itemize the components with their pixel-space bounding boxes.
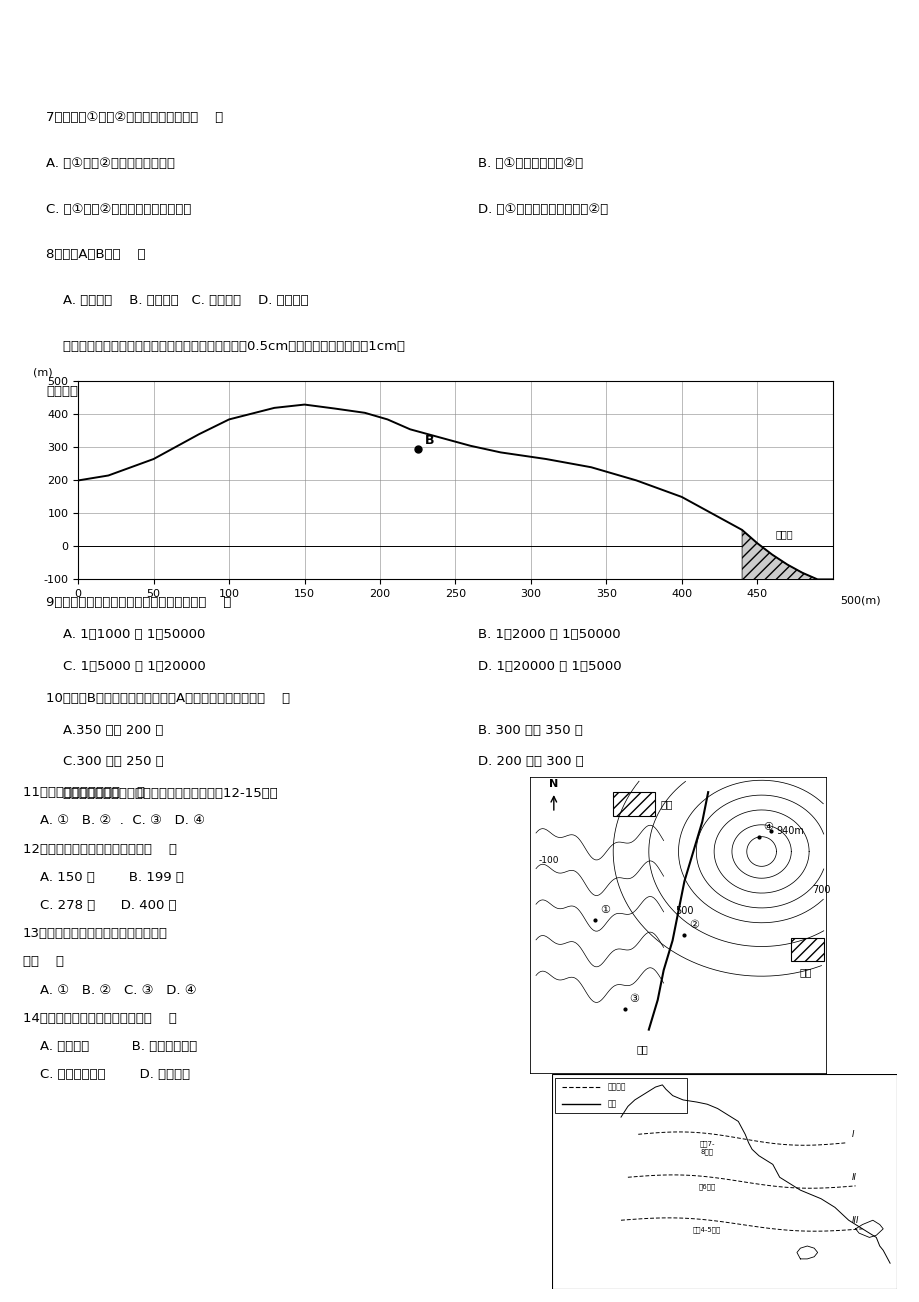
Text: 500(m): 500(m) xyxy=(839,595,879,605)
Text: 水准面: 水准面 xyxy=(775,529,792,539)
Text: II: II xyxy=(851,1173,857,1182)
Text: （剠4-5月）: （剠4-5月） xyxy=(692,1226,720,1233)
Text: N: N xyxy=(549,779,558,789)
Text: C. 278 米      D. 400 米: C. 278 米 D. 400 米 xyxy=(23,898,176,911)
Text: D. 图①表示的地区范围比图②大: D. 图①表示的地区范围比图②大 xyxy=(478,203,608,216)
Text: A. 1：1000 和 1：50000: A. 1：1000 和 1：50000 xyxy=(46,628,205,641)
Text: C.300 米和 250 米: C.300 米和 250 米 xyxy=(46,755,164,768)
Text: 12、图中陡崖的相对高度可能是（    ）: 12、图中陡崖的相对高度可能是（ ） xyxy=(23,842,176,855)
Text: A. 图①和图②的比例尺是相同的: A. 图①和图②的比例尺是相同的 xyxy=(46,156,175,169)
Text: 11、图中坡度较陡的为（    ）: 11、图中坡度较陡的为（ ） xyxy=(23,786,145,799)
Text: 锋线: 锋线 xyxy=(607,1100,616,1109)
Text: 甲村: 甲村 xyxy=(660,799,673,809)
Text: 10、图中B点的绝对高度和相对于A点的相对高度分别是（    ）: 10、图中B点的绝对高度和相对于A点的相对高度分别是（ ） xyxy=(46,691,289,704)
Text: 河流: 河流 xyxy=(636,1044,648,1055)
Text: 14、图中河流下游河段的流向为（    ）: 14、图中河流下游河段的流向为（ ） xyxy=(23,1012,176,1025)
Text: A. 150 米        B. 199 米: A. 150 米 B. 199 米 xyxy=(23,871,184,884)
Text: 是（    ）: 是（ ） xyxy=(23,956,64,969)
Text: I: I xyxy=(851,1130,854,1139)
Text: B. 300 米和 350 米: B. 300 米和 350 米 xyxy=(478,724,583,737)
Text: 9、图中的垂直比例尺和水平比例尺分别是（    ）: 9、图中的垂直比例尺和水平比例尺分别是（ ） xyxy=(46,596,231,609)
Text: D. 200 米和 300 米: D. 200 米和 300 米 xyxy=(478,755,584,768)
Text: C. 自西南向东北        D. 自南向北: C. 自西南向东北 D. 自南向北 xyxy=(23,1068,190,1081)
Text: 500: 500 xyxy=(675,906,693,915)
Text: 940m: 940m xyxy=(776,825,803,836)
Text: D. 1：20000 和 1：5000: D. 1：20000 和 1：5000 xyxy=(478,660,621,673)
Text: B. 1：2000 和 1：50000: B. 1：2000 和 1：50000 xyxy=(478,628,620,641)
Bar xyxy=(790,937,823,961)
Text: A.350 米和 200 米: A.350 米和 200 米 xyxy=(46,724,164,737)
Bar xyxy=(613,792,654,816)
Text: （6月）: （6月） xyxy=(698,1184,715,1190)
Text: 8、图中A在B的（    ）: 8、图中A在B的（ ） xyxy=(46,249,145,262)
Text: （剠7-
8月）: （剠7- 8月） xyxy=(698,1141,714,1155)
Text: 700: 700 xyxy=(811,885,830,894)
Text: B. 图①的比例尺比图②大: B. 图①的比例尺比图②大 xyxy=(478,156,583,169)
Text: -100: -100 xyxy=(539,855,559,865)
Text: 雨带范围: 雨带范围 xyxy=(607,1082,625,1091)
Text: 读右边某地等高线示意图（单位：米），回等12-15题。: 读右边某地等高线示意图（单位：米），回等12-15题。 xyxy=(46,788,278,801)
Text: B: B xyxy=(425,434,435,447)
Text: ④: ④ xyxy=(762,822,772,832)
Text: ②: ② xyxy=(688,921,698,930)
Text: (m): (m) xyxy=(33,367,52,378)
Text: C. 1：5000 和 1：20000: C. 1：5000 和 1：20000 xyxy=(46,660,206,673)
Text: 7、关于图①和图②的说法，正确的是（    ）: 7、关于图①和图②的说法，正确的是（ ） xyxy=(46,111,223,124)
Bar xyxy=(555,1078,686,1113)
Text: III: III xyxy=(851,1216,858,1225)
Polygon shape xyxy=(742,530,832,579)
Text: C. 图①和图②表示的地区范围一样大: C. 图①和图②表示的地区范围一样大 xyxy=(46,203,191,216)
Text: A: A xyxy=(771,569,780,579)
Text: A. ①   B. ②  .  C. ③   D. ④: A. ① B. ② . C. ③ D. ④ xyxy=(23,815,205,827)
Text: 下面是某地的地形剪面图，其中纵坐标的划分间隔为0.5cm，横坐标的划分间隔为1cm，: 下面是某地的地形剪面图，其中纵坐标的划分间隔为0.5cm，横坐标的划分间隔为1c… xyxy=(46,340,404,353)
Text: A. ①   B. ②   C. ③   D. ④: A. ① B. ② C. ③ D. ④ xyxy=(23,983,197,996)
Text: A. 自北向南          B. 自东北向西南: A. 自北向南 B. 自东北向西南 xyxy=(23,1040,197,1053)
Text: 乙村: 乙村 xyxy=(799,967,811,978)
Text: ③: ③ xyxy=(629,995,639,1004)
Text: 13、既能看到甲村又能看到乙村的地点: 13、既能看到甲村又能看到乙村的地点 xyxy=(23,927,168,940)
Text: ①: ① xyxy=(599,905,609,915)
Text: A. 西南方向    B. 东南方向   C. 西北方向    D. 东北方向: A. 西南方向 B. 东南方向 C. 西北方向 D. 东北方向 xyxy=(46,294,308,307)
Text: 读图回等10-11题。: 读图回等10-11题。 xyxy=(46,385,132,398)
